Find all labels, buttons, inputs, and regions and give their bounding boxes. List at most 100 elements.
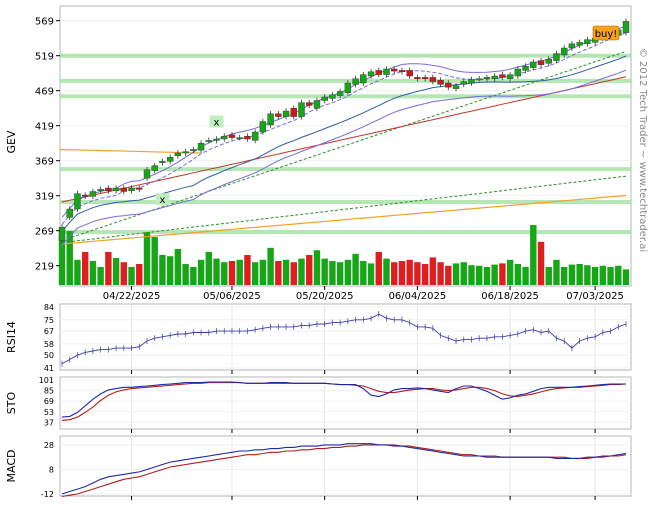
volume-bar bbox=[105, 252, 112, 285]
volume-bar bbox=[591, 267, 599, 285]
candle-body bbox=[329, 94, 336, 99]
candle-body bbox=[159, 161, 166, 163]
candle-body bbox=[476, 78, 483, 81]
price-tick-label: 369 bbox=[35, 157, 54, 168]
volume-bar bbox=[576, 264, 583, 285]
candle-body bbox=[391, 68, 398, 72]
volume-bar bbox=[421, 264, 429, 285]
volume-bar bbox=[174, 249, 182, 285]
candle-body bbox=[213, 138, 220, 141]
macd-panel: 28 8 -12 bbox=[41, 441, 631, 499]
price-axis: 569 519 469 419 369 319 269 219 bbox=[35, 17, 60, 273]
candle-body bbox=[445, 82, 452, 88]
volume-bar bbox=[445, 265, 452, 285]
volume-bar bbox=[537, 241, 545, 285]
rsi-label: RSI14 bbox=[5, 321, 18, 353]
rsi-panel: 84 75 67 58 50 41 bbox=[44, 303, 631, 373]
volume-bar bbox=[306, 255, 313, 285]
volume-bar bbox=[336, 262, 344, 285]
volume-bar bbox=[344, 259, 352, 285]
candle-body bbox=[383, 68, 390, 75]
rsi-tick-label: 75 bbox=[44, 316, 54, 325]
cross-marker: x bbox=[214, 118, 220, 129]
volume-bar bbox=[568, 264, 576, 285]
candle-body bbox=[298, 102, 305, 117]
volume-bars bbox=[58, 225, 630, 285]
volume-bar bbox=[151, 237, 158, 285]
price-tick-label: 569 bbox=[35, 17, 54, 28]
date-tick-label: 06/04/2025 bbox=[389, 291, 447, 302]
red-moving-average bbox=[61, 76, 627, 203]
volume-bar bbox=[282, 259, 290, 285]
candle-body bbox=[452, 85, 460, 89]
candle-body bbox=[437, 79, 444, 85]
volume-bar bbox=[143, 232, 151, 285]
trendlines bbox=[59, 25, 627, 246]
volume-bar bbox=[182, 264, 189, 285]
candle-body bbox=[197, 142, 205, 151]
candle-body bbox=[553, 53, 560, 61]
volume-bar bbox=[120, 262, 128, 285]
ticker-label: GEV bbox=[5, 130, 18, 153]
volume-bar bbox=[429, 257, 437, 285]
volume-bar bbox=[607, 267, 614, 285]
rsi-tick-label: 58 bbox=[44, 340, 54, 349]
volume-bar bbox=[367, 263, 375, 285]
candle-body bbox=[514, 68, 522, 77]
volume-bar bbox=[460, 262, 467, 285]
volume-bar bbox=[452, 263, 460, 285]
candle-body bbox=[58, 226, 66, 241]
candle-body bbox=[143, 169, 151, 179]
volume-bar bbox=[545, 267, 552, 285]
support-band bbox=[60, 78, 631, 83]
macd-tick-label: 8 bbox=[49, 465, 54, 474]
candle-body bbox=[344, 82, 352, 94]
cross-marker: x bbox=[159, 195, 165, 206]
volume-bar bbox=[244, 255, 251, 285]
candle-body bbox=[151, 165, 158, 171]
candle-body bbox=[166, 156, 174, 162]
candle-body bbox=[182, 151, 189, 154]
volume-bar bbox=[236, 259, 243, 285]
rsi-line bbox=[61, 313, 627, 365]
sto-tick-label: 69 bbox=[44, 397, 54, 406]
volume-bar bbox=[259, 259, 267, 285]
candle-body bbox=[282, 110, 290, 117]
candle-body bbox=[522, 65, 529, 71]
candle-body bbox=[491, 75, 498, 79]
candle-body bbox=[321, 96, 328, 101]
volume-bar bbox=[190, 267, 197, 285]
rsi-tick-label: 50 bbox=[44, 351, 54, 360]
candle-body bbox=[267, 113, 274, 126]
candle-body bbox=[236, 137, 243, 140]
volume-bar bbox=[499, 263, 506, 285]
candle-body bbox=[221, 135, 228, 140]
sto-tick-label: 85 bbox=[44, 387, 54, 396]
candle-body bbox=[622, 21, 630, 33]
volume-bar bbox=[560, 267, 568, 285]
volume-bar bbox=[491, 264, 498, 285]
candle-body bbox=[352, 78, 359, 85]
candle-body bbox=[568, 43, 576, 49]
volume-bar bbox=[205, 252, 212, 285]
candle-body bbox=[375, 70, 382, 75]
volume-bar bbox=[514, 264, 522, 285]
candle-body bbox=[530, 61, 537, 68]
volume-bar bbox=[81, 252, 89, 285]
volume-bar bbox=[136, 264, 143, 285]
candle-body bbox=[190, 149, 197, 151]
cross-marker-bg bbox=[209, 115, 224, 128]
rsi-tick-label: 84 bbox=[44, 303, 54, 312]
sto-label: STO bbox=[5, 391, 18, 414]
volume-bar bbox=[128, 267, 135, 285]
price-tick-label: 219 bbox=[35, 262, 54, 273]
volume-bar bbox=[468, 265, 475, 285]
volume-bar bbox=[375, 252, 382, 285]
candle-body bbox=[251, 131, 259, 141]
candle-body bbox=[244, 135, 251, 140]
rsi-panel-frame bbox=[59, 303, 632, 371]
volume-bar bbox=[530, 225, 537, 285]
